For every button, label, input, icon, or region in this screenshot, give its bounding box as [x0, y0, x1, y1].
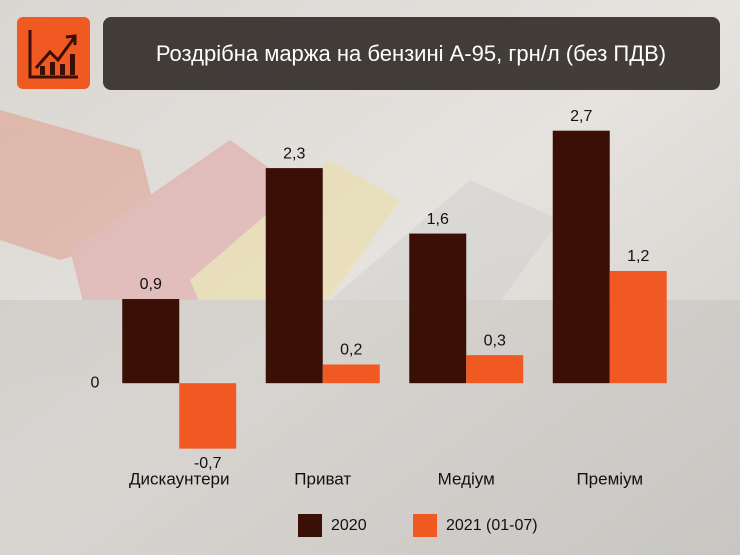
bar [122, 299, 180, 384]
legend-label: 2020 [331, 517, 367, 534]
bar [179, 383, 237, 449]
value-label: 2,3 [283, 145, 305, 162]
y-tick-label: 0 [91, 374, 100, 391]
bar [609, 270, 667, 384]
value-label: 1,2 [627, 248, 649, 265]
title-box [103, 17, 720, 90]
icon [28, 30, 78, 79]
legend-swatch [298, 514, 322, 537]
legend-label: 2021 (01-07) [446, 517, 538, 534]
chart-title: Роздрібна маржа на бензині А-95, грн/л (… [156, 41, 666, 66]
bar [322, 364, 380, 384]
value-label: 0,2 [340, 342, 362, 359]
bar [265, 168, 323, 384]
icon-bars [40, 54, 75, 75]
x-tick-label: Приват [294, 469, 351, 488]
value-label: 2,7 [570, 108, 592, 125]
bar [466, 355, 524, 384]
value-label: 0,9 [140, 276, 162, 293]
x-tick-label: Дискаунтери [129, 469, 229, 488]
bar [409, 233, 467, 384]
value-label: 0,3 [484, 332, 506, 349]
x-tick-label: Преміум [576, 469, 643, 488]
legend-swatch [413, 514, 437, 537]
value-label: 1,6 [427, 211, 449, 228]
bar [552, 130, 610, 384]
x-tick-label: Медіум [438, 469, 495, 488]
value-label: -0,7 [194, 455, 222, 472]
